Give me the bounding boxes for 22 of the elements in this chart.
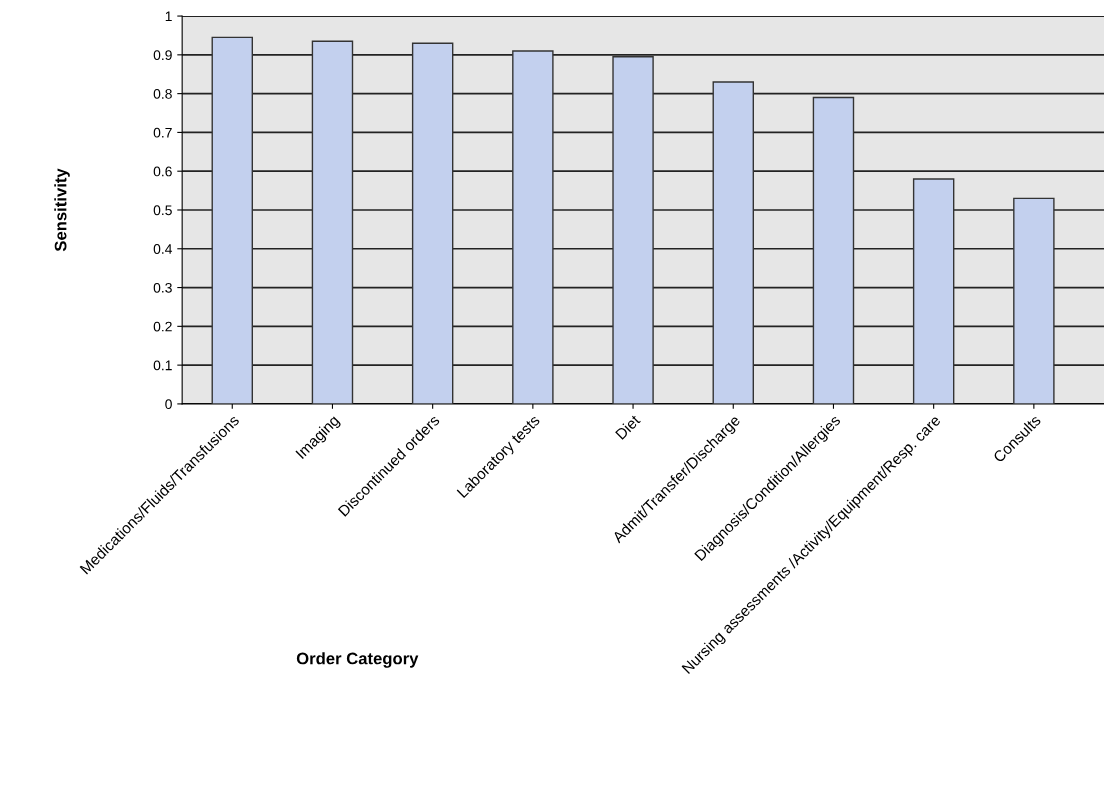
y-tick-label: 0.3 [153, 282, 172, 293]
bar [211, 36, 253, 404]
y-tick-label: 0.6 [153, 166, 172, 177]
x-axis-title: Order Category [296, 652, 419, 668]
y-tick-label: 0.4 [153, 244, 173, 254]
bar [712, 81, 754, 404]
bar [1013, 197, 1055, 404]
bar [411, 42, 454, 404]
y-tick-label: 0 [165, 399, 172, 410]
y-tick-label: 0.2 [153, 321, 172, 332]
bar [912, 178, 955, 404]
y-tick-label: 0.5 [153, 205, 172, 216]
y-tick-label: 0.1 [153, 360, 172, 371]
bar [512, 50, 554, 404]
bar [612, 56, 654, 404]
y-tick-label: 0.9 [153, 50, 172, 61]
y-tick-label: 0.7 [153, 127, 172, 138]
bar [812, 96, 855, 404]
y-tick-label: 1 [165, 11, 172, 22]
y-tick-label: 0.8 [153, 88, 172, 99]
y-axis-title: Sensitivity [54, 168, 70, 252]
bar [311, 40, 354, 404]
